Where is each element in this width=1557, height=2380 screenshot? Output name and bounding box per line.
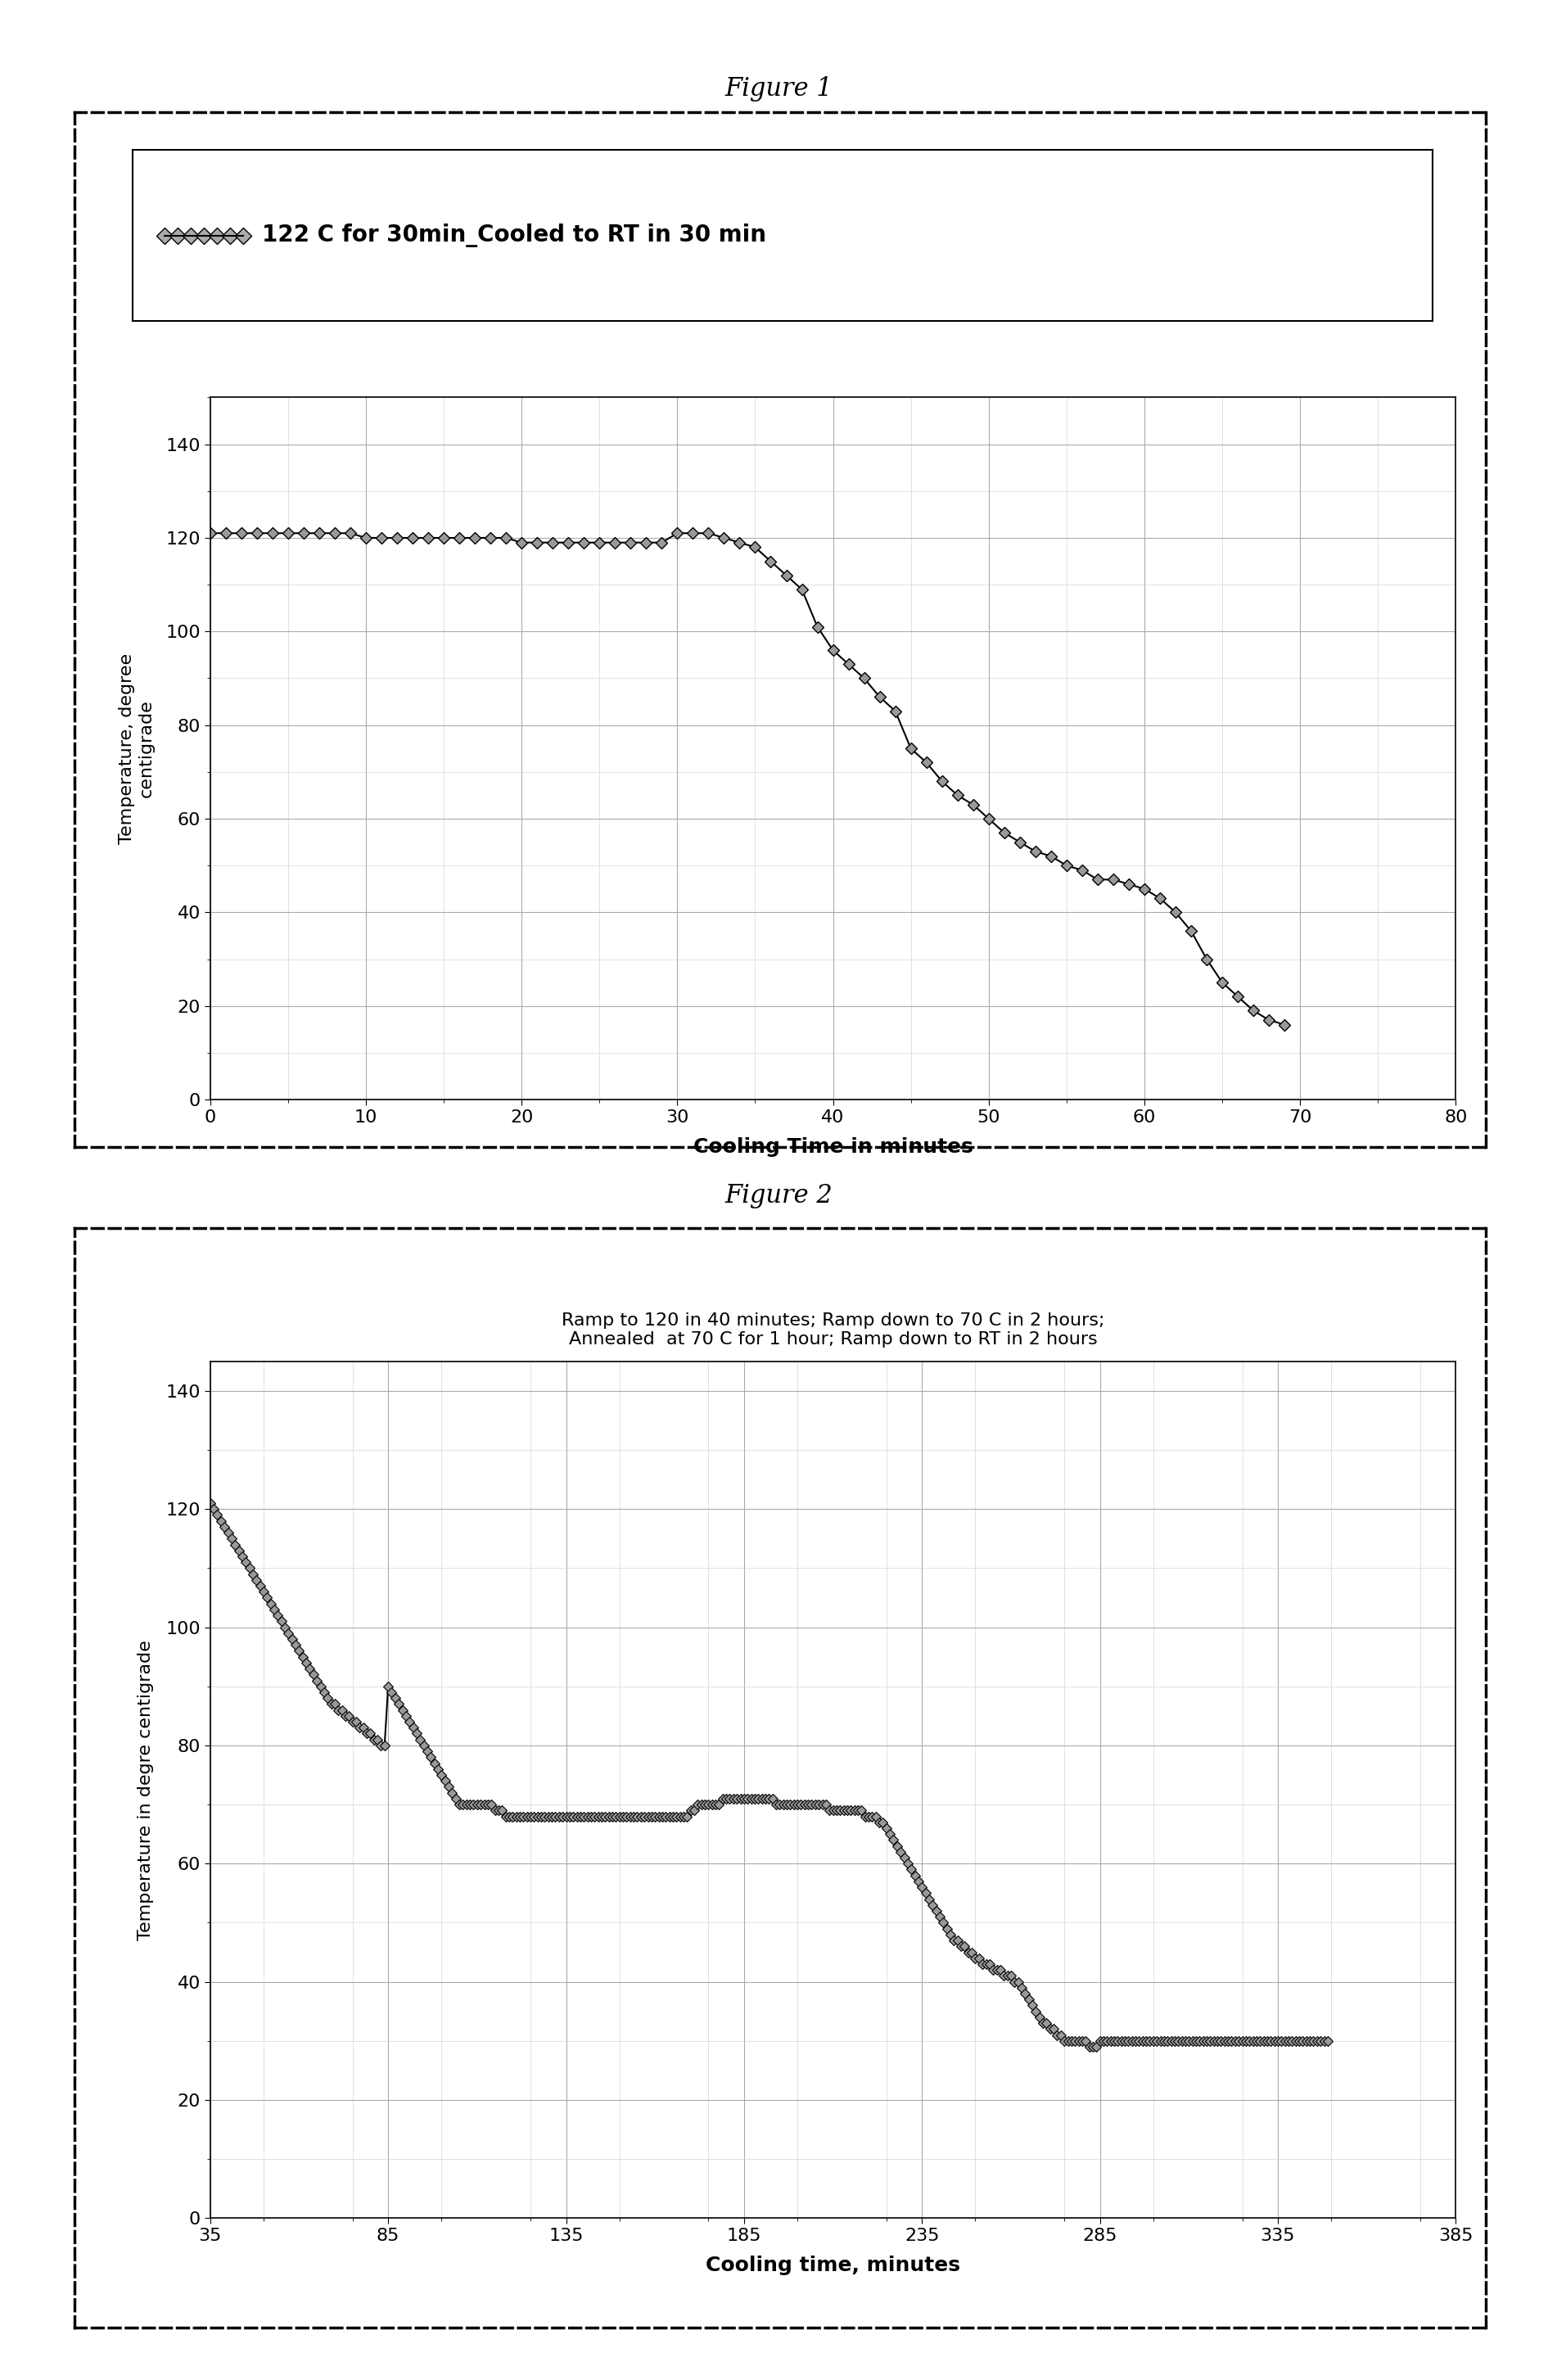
- Text: Figure 2: Figure 2: [724, 1183, 833, 1209]
- X-axis label: Cooling Time in minutes: Cooling Time in minutes: [693, 1138, 973, 1157]
- Y-axis label: Temperature in degre centigrade: Temperature in degre centigrade: [139, 1640, 154, 1940]
- Title: Ramp to 120 in 40 minutes; Ramp down to 70 C in 2 hours;
Annealed  at 70 C for 1: Ramp to 120 in 40 minutes; Ramp down to …: [562, 1311, 1104, 1347]
- Y-axis label: Temperature, degree
centigrade: Temperature, degree centigrade: [118, 652, 154, 845]
- Text: Figure 1: Figure 1: [724, 76, 833, 102]
- X-axis label: Cooling time, minutes: Cooling time, minutes: [705, 2256, 961, 2275]
- Text: 122 C for 30min_Cooled to RT in 30 min: 122 C for 30min_Cooled to RT in 30 min: [262, 224, 766, 248]
